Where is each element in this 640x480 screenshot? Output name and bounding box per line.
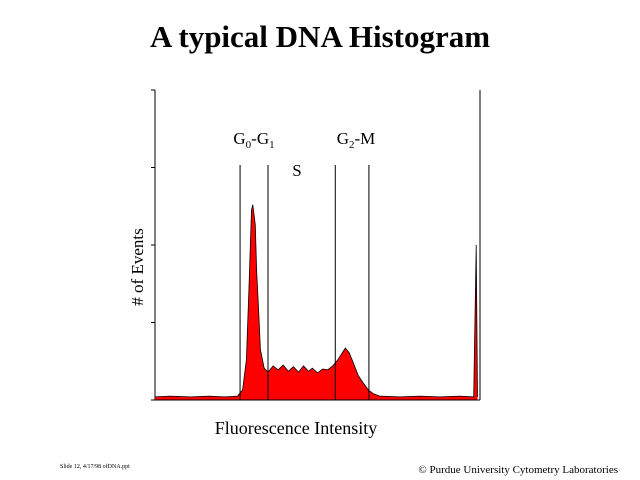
chart-title: A typical DNA Histogram [150, 19, 490, 54]
gate-label: G2-M [337, 129, 376, 151]
subscript: 0 [246, 139, 252, 151]
label-part: G [337, 129, 349, 148]
area-outline [154, 204, 478, 398]
gate-label: S [292, 161, 301, 180]
gate-label: G0-G1 [233, 129, 274, 151]
footer-left: Slide 12, 4/17/98 ofDNA.ppt [60, 463, 130, 470]
x-axis-label: Fluorescence Intensity [215, 418, 377, 438]
label-part: -G [251, 129, 269, 148]
footer-right: © Purdue University Cytometry Laboratori… [418, 464, 618, 476]
label-part: -M [355, 129, 376, 148]
area-fill [155, 204, 478, 400]
label-part: S [292, 161, 301, 180]
subscript: 2 [349, 139, 355, 151]
y-axis-label: # of Events [128, 228, 147, 305]
label-part: G [233, 129, 245, 148]
subscript: 1 [269, 139, 275, 151]
